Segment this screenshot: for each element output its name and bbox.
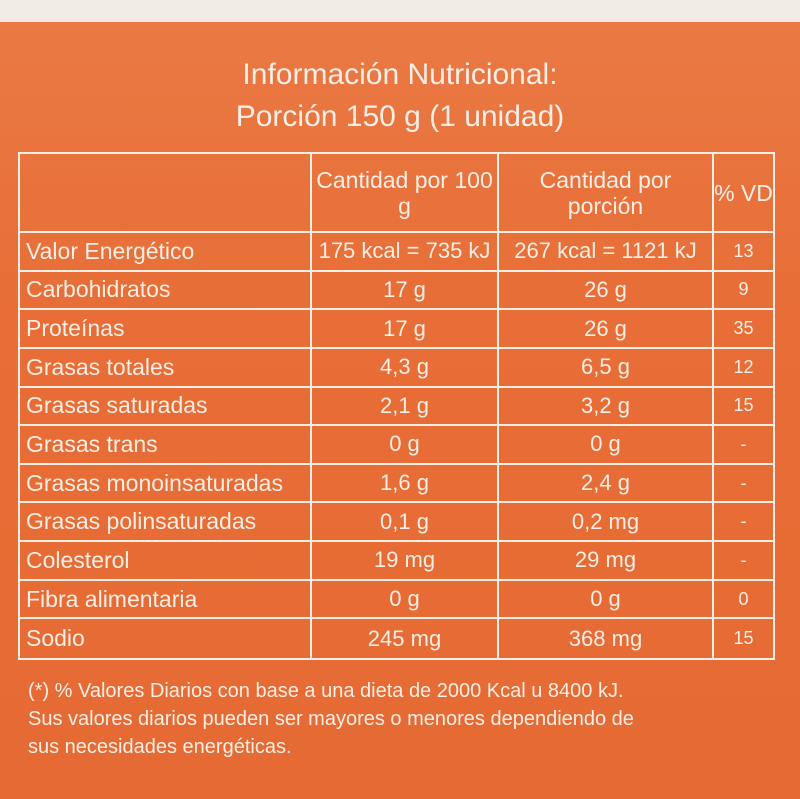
nutrient-value: 1,6 g bbox=[312, 464, 499, 504]
nutrient-name: Colesterol bbox=[20, 542, 312, 581]
nutrient-value: 2,4 g bbox=[499, 464, 714, 504]
nutrient-name: Grasas saturadas bbox=[20, 387, 312, 427]
nutrient-value: 0,1 g bbox=[312, 503, 499, 543]
nutrient-value: 19 mg bbox=[312, 542, 499, 581]
nutrient-value: 368 mg bbox=[499, 619, 714, 658]
nutrient-value: 267 kcal = 1121 kJ bbox=[499, 233, 714, 272]
nutrition-table: Cantidad por 100 g Cantidad por porción% … bbox=[18, 152, 775, 660]
nutrient-value: - bbox=[714, 503, 773, 543]
nutrient-value: 4,3 g bbox=[312, 348, 499, 388]
nutrient-name: Fibra alimentaria bbox=[20, 580, 312, 620]
nutrient-name: Valor Energético bbox=[20, 233, 312, 272]
nutrient-value: 0 g bbox=[312, 580, 499, 620]
nutrient-value: - bbox=[714, 426, 773, 465]
subtitle: Porción 150 g (1 unidad) bbox=[235, 100, 565, 133]
footnote-line: (*) % Valores Diarios con base a una die… bbox=[28, 680, 624, 702]
nutrient-value: 0 g bbox=[499, 580, 714, 620]
nutrient-value: 6,5 g bbox=[499, 348, 714, 388]
nutrient-value: 12 bbox=[714, 349, 773, 388]
nutrient-value: 17 g bbox=[312, 310, 499, 349]
nutrient-value: 0 g bbox=[499, 426, 714, 465]
title: Información Nutricional: bbox=[242, 58, 558, 91]
nutrient-value: 245 mg bbox=[312, 619, 499, 658]
header-cell bbox=[20, 154, 312, 233]
nutrient-value: 26 g bbox=[499, 271, 714, 311]
nutrient-name: Carbohidratos bbox=[20, 271, 312, 311]
nutrient-name: Proteínas bbox=[20, 310, 312, 349]
nutrient-name: Grasas monoinsaturadas bbox=[20, 464, 312, 504]
nutrient-value: 3,2 g bbox=[499, 387, 714, 427]
column-header: Cantidad por 100 g bbox=[312, 154, 499, 233]
nutrient-value: 2,1 g bbox=[312, 387, 499, 427]
nutrient-value: 17 g bbox=[312, 271, 499, 311]
nutrient-value: - bbox=[714, 465, 773, 504]
nutrient-value: 13 bbox=[714, 233, 773, 272]
nutrient-value: 0 g bbox=[312, 426, 499, 465]
nutrient-value: 26 g bbox=[499, 310, 714, 349]
nutrient-name: Grasas polinsaturadas bbox=[20, 503, 312, 543]
column-header: Cantidad por porción bbox=[499, 154, 714, 233]
footnote-line: Sus valores diarios pueden ser mayores o… bbox=[28, 708, 634, 730]
nutrient-name: Grasas totales bbox=[20, 348, 312, 388]
nutrient-value: 175 kcal = 735 kJ bbox=[312, 233, 499, 272]
nutrient-value: 9 bbox=[714, 272, 773, 311]
nutrient-value: 29 mg bbox=[499, 542, 714, 581]
nutrient-value: 35 bbox=[714, 310, 773, 349]
nutrient-value: 15 bbox=[733, 628, 754, 649]
nutrient-name: Sodio bbox=[20, 619, 312, 658]
footnote-line: sus necesidades energéticas. bbox=[28, 736, 292, 758]
column-header: % VD bbox=[714, 154, 773, 233]
nutrient-name: Grasas trans bbox=[20, 426, 312, 465]
package-edge bbox=[0, 0, 800, 22]
nutrient-value: 0 bbox=[714, 581, 773, 620]
nutrient-value: - bbox=[714, 542, 773, 581]
nutrient-value: 0,2 mg bbox=[499, 503, 714, 543]
nutrient-value: 15 bbox=[714, 388, 773, 427]
